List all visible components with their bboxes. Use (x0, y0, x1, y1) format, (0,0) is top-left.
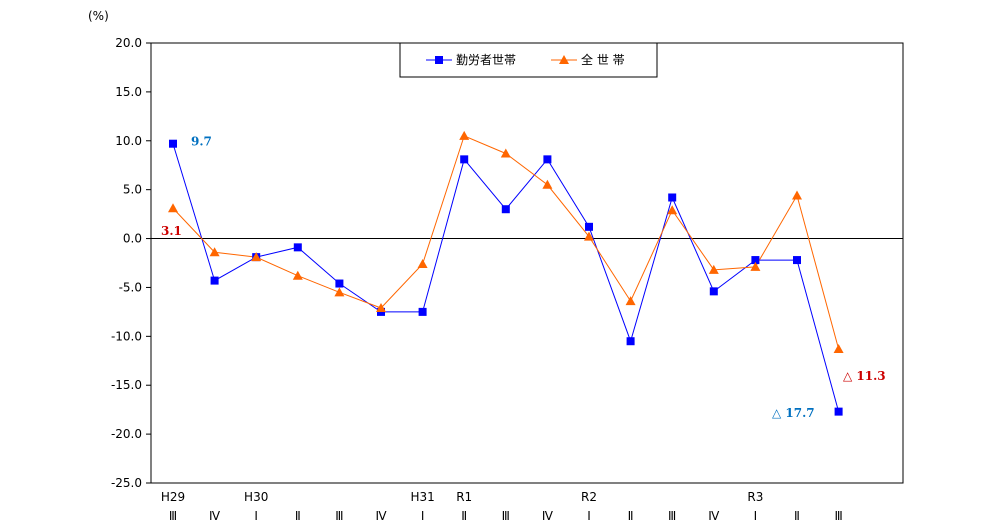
y-tick-label: 15.0 (115, 85, 142, 99)
y-unit-label: (%) (88, 9, 109, 23)
x-tick-label: Ⅲ (169, 509, 177, 523)
y-tick-label: 5.0 (123, 183, 142, 197)
annotations: 9.7 3.1 △ 11.3 △ 17.7 (161, 135, 886, 420)
data-point-series-0 (460, 155, 469, 164)
x-tick-label: Ⅲ (502, 509, 510, 523)
legend-label-series-1: 全 世 帯 (581, 52, 625, 67)
x-axis: H29 Ⅲ Ⅳ H30 Ⅰ Ⅱ Ⅲ Ⅳ H31 Ⅰ R1 Ⅱ Ⅲ Ⅳ R2 Ⅰ Ⅱ Ⅲ Ⅳ R3 Ⅰ Ⅱ Ⅲ (161, 490, 843, 523)
x-tick-label: Ⅱ (794, 509, 800, 523)
x-tick-label: Ⅱ (295, 509, 301, 523)
data-point-series-0 (543, 155, 552, 164)
legend-marker-series-1 (559, 55, 569, 64)
data-point-series-0 (751, 256, 760, 265)
x-tick-label: Ⅲ (834, 509, 842, 523)
data-point-series-1 (292, 270, 303, 280)
x-year-label: H31 (410, 490, 434, 504)
data-point-series-1 (708, 264, 719, 274)
data-point-series-1 (168, 203, 178, 213)
data-point-series-1 (251, 252, 262, 262)
series-group (168, 130, 844, 416)
data-point-series-1 (667, 205, 678, 215)
x-year-label: H29 (161, 490, 185, 504)
x-year-label: R2 (581, 490, 597, 504)
y-tick-label: -5.0 (119, 280, 142, 294)
data-point-series-1 (584, 231, 594, 241)
data-point-series-0 (293, 243, 302, 252)
data-point-series-1 (750, 261, 761, 271)
legend-marker-series-0 (435, 56, 443, 64)
x-year-label: R3 (747, 490, 763, 504)
data-point-series-0 (626, 337, 635, 346)
data-point-series-0 (169, 139, 177, 148)
data-point-series-1 (542, 179, 553, 189)
data-point-series-0 (585, 222, 593, 231)
data-point-series-1 (376, 302, 386, 312)
data-point-series-0 (210, 276, 219, 285)
data-label: △ 11.3 (843, 369, 886, 383)
data-point-series-0 (793, 256, 801, 265)
y-tick-label: 0.0 (123, 232, 142, 246)
y-tick-label: 10.0 (115, 134, 142, 148)
x-tick-label: Ⅱ (628, 509, 634, 523)
data-label: 3.1 (161, 224, 182, 238)
series-line-1 (172, 135, 840, 350)
y-tick-label: 20.0 (115, 36, 142, 50)
data-point-series-0 (418, 307, 427, 316)
x-tick-label: Ⅳ (209, 509, 220, 523)
data-label: △ 17.7 (772, 406, 815, 420)
y-axis: 20.0 15.0 10.0 5.0 0.0 -5.0 -10.0 -15.0 -20.0 -25… (111, 36, 151, 490)
data-point-series-1 (792, 190, 802, 200)
legend: 勤労者世帯 全 世 帯 (399, 42, 658, 78)
x-tick-label: Ⅱ (461, 509, 467, 523)
x-tick-label: Ⅲ (668, 509, 676, 523)
data-point-series-0 (501, 205, 510, 214)
x-tick-label: Ⅲ (335, 509, 343, 523)
x-tick-label: Ⅳ (708, 509, 719, 523)
data-point-series-1 (500, 148, 511, 158)
data-point-series-0 (834, 407, 843, 416)
legend-label-series-0: 勤労者世帯 (456, 53, 516, 67)
data-point-series-1 (625, 296, 636, 306)
x-tick-label: Ⅰ (754, 509, 758, 523)
data-point-series-1 (334, 287, 345, 297)
data-label: 9.7 (191, 135, 212, 149)
x-tick-label: Ⅳ (375, 509, 386, 523)
data-point-series-0 (668, 193, 677, 202)
x-tick-label: Ⅰ (421, 509, 425, 523)
x-tick-label: Ⅰ (254, 509, 258, 523)
y-tick-label: -15.0 (111, 378, 142, 392)
series-line-0 (172, 143, 840, 412)
data-point-series-0 (709, 287, 718, 296)
x-year-label: R1 (456, 490, 472, 504)
data-point-series-1 (417, 258, 428, 268)
x-tick-label: Ⅳ (542, 509, 553, 523)
y-tick-label: -20.0 (111, 427, 142, 441)
y-tick-label: -25.0 (111, 476, 142, 490)
data-point-series-0 (335, 279, 344, 288)
x-tick-label: Ⅰ (587, 509, 591, 523)
data-point-series-1 (459, 130, 470, 140)
y-tick-label: -10.0 (111, 329, 142, 343)
data-point-series-1 (833, 344, 844, 354)
x-year-label: H30 (244, 490, 268, 504)
data-point-series-1 (209, 247, 220, 257)
